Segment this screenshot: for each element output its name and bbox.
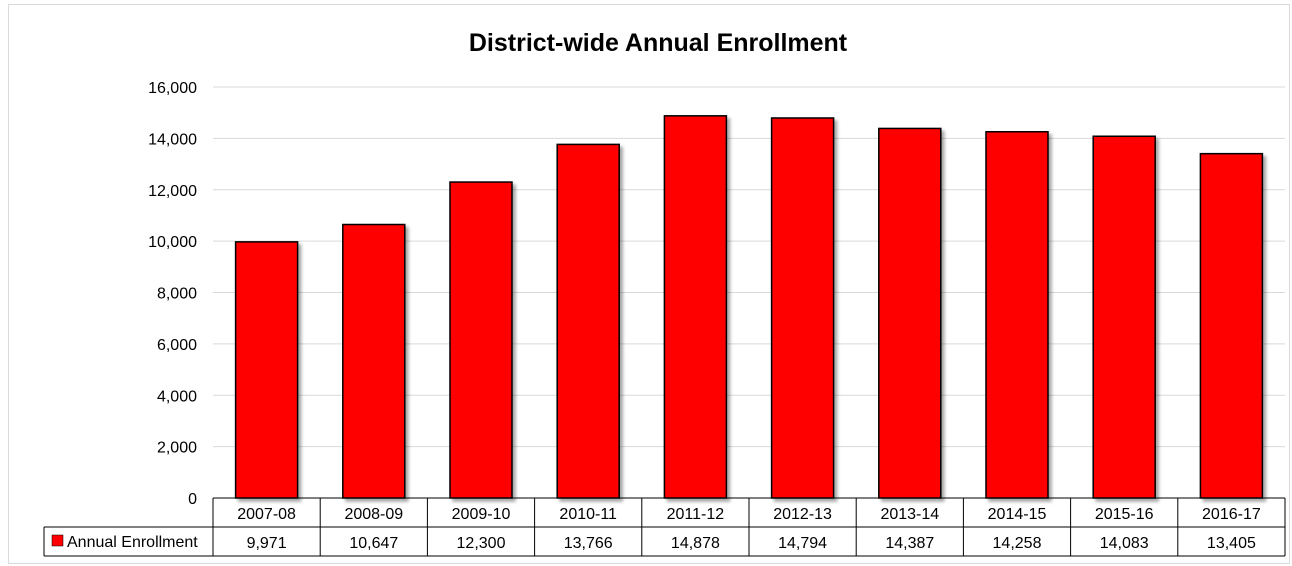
data-label: 14,258 — [993, 535, 1042, 552]
legend-swatch — [51, 534, 64, 547]
x-tick-label: 2008-09 — [344, 506, 403, 523]
data-label: 13,766 — [564, 535, 613, 552]
bars — [234, 115, 1264, 499]
data-label: 14,794 — [778, 535, 827, 552]
chart-area — [8, 4, 1290, 564]
data-label: 10,647 — [349, 535, 398, 552]
y-axis: 0 2,000 4,000 6,000 8,000 10,000 12,000 14,000 1… — [148, 80, 197, 508]
legend-label: Annual Enrollment — [67, 534, 198, 551]
y-tick-label: 0 — [188, 491, 197, 508]
x-tick-label: 2007-08 — [237, 506, 296, 523]
y-tick-label: 2,000 — [157, 440, 197, 457]
bar — [1199, 152, 1264, 499]
x-tick-label: 2009-10 — [452, 506, 511, 523]
y-tick-label: 4,000 — [157, 388, 197, 405]
bar — [342, 223, 406, 499]
y-tick-label: 10,000 — [148, 234, 197, 251]
chart-title: District-wide Annual Enrollment — [469, 29, 848, 57]
x-tick-label: 2013-14 — [880, 506, 939, 523]
bar — [770, 117, 835, 499]
x-tick-label: 2010-11 — [559, 506, 617, 523]
x-tick-label: 2012-13 — [773, 506, 832, 523]
bar — [878, 127, 942, 499]
bar — [985, 130, 1049, 499]
x-tick-label: 2011-12 — [667, 506, 725, 523]
bar — [1092, 135, 1156, 499]
x-tick-label: 2014-15 — [988, 506, 1047, 523]
x-tick-label: 2015-16 — [1095, 506, 1154, 523]
data-label: 14,387 — [885, 535, 934, 552]
y-tick-label: 16,000 — [148, 80, 197, 97]
y-tick-label: 14,000 — [148, 131, 197, 148]
x-tick-label: 2016-17 — [1202, 506, 1261, 523]
bar — [449, 181, 513, 499]
data-label: 9,971 — [247, 535, 287, 552]
bar — [234, 241, 299, 499]
data-label: 14,878 — [671, 535, 720, 552]
y-tick-label: 8,000 — [157, 286, 197, 303]
bar — [663, 115, 728, 499]
data-label: 12,300 — [457, 535, 506, 552]
y-tick-label: 6,000 — [157, 337, 197, 354]
data-label: 14,083 — [1100, 535, 1149, 552]
data-label: 13,405 — [1207, 535, 1256, 552]
y-tick-label: 12,000 — [148, 183, 197, 200]
data-table: 2007-08 2008-09 2009-10 2010-11 2011-12 2012-… — [43, 497, 1286, 557]
bar — [556, 143, 620, 499]
